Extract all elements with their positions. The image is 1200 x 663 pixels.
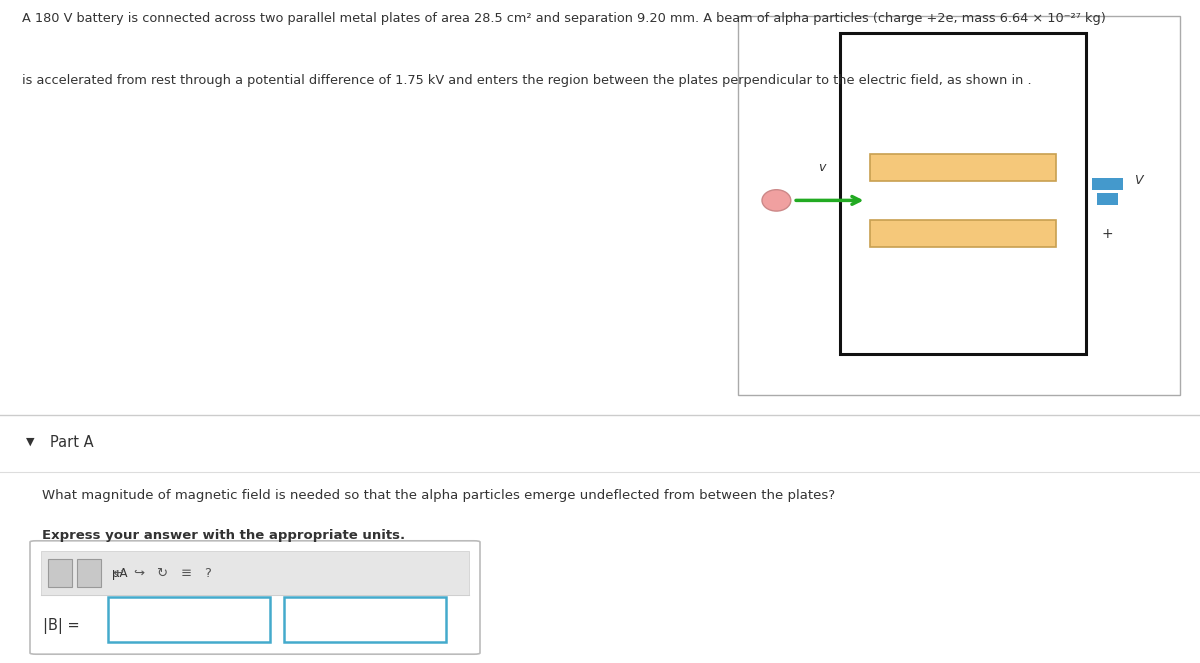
Bar (1097, 193, 1118, 204)
Text: ↩: ↩ (112, 567, 124, 579)
Bar (1092, 178, 1123, 190)
Bar (108, 597, 270, 642)
Ellipse shape (762, 190, 791, 211)
Text: V: V (1134, 174, 1142, 187)
Text: Express your answer with the appropriate units.: Express your answer with the appropriate… (42, 530, 406, 542)
Bar (77, 560, 101, 587)
Text: μA: μA (112, 567, 127, 579)
Text: What magnitude of magnetic field is needed so that the alpha particles emerge un: What magnitude of magnetic field is need… (42, 489, 835, 502)
Bar (48, 560, 72, 587)
Text: Units: Units (296, 612, 336, 627)
Text: Value: Value (120, 612, 162, 627)
Text: ?: ? (204, 567, 211, 579)
Text: v: v (818, 160, 826, 174)
Text: ≡: ≡ (180, 567, 192, 579)
Text: +: + (1102, 227, 1114, 241)
Text: ↻: ↻ (156, 567, 168, 579)
Text: |B| =: |B| = (43, 619, 80, 634)
FancyArrowPatch shape (796, 196, 859, 204)
Text: A 180 V battery is connected across two parallel metal plates of area 28.5 cm² a: A 180 V battery is connected across two … (22, 13, 1105, 25)
FancyBboxPatch shape (30, 541, 480, 654)
Bar (738, 17, 1180, 394)
Text: ▼: ▼ (26, 436, 35, 446)
Bar (41, 551, 469, 595)
Text: Part A: Part A (50, 435, 94, 450)
Text: is accelerated from rest through a potential difference of 1.75 kV and enters th: is accelerated from rest through a poten… (22, 74, 1031, 87)
Bar (840, 33, 1086, 353)
Bar (870, 154, 1056, 181)
Bar (284, 597, 446, 642)
Text: ↪: ↪ (133, 567, 145, 579)
Bar (870, 220, 1056, 247)
